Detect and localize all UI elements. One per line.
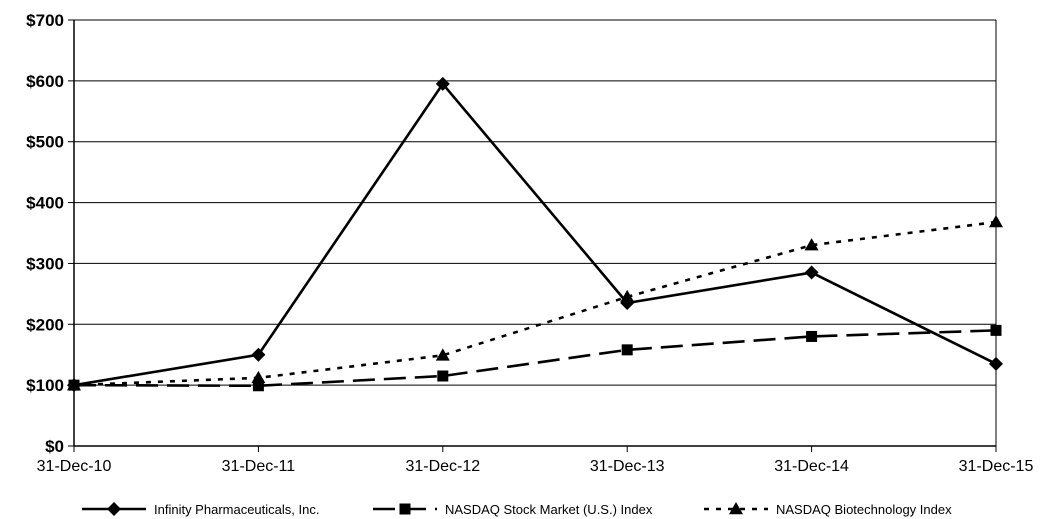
legend: Infinity Pharmaceuticals, Inc. NASDAQ Sto… — [82, 502, 952, 517]
y-tick-label: $500 — [26, 133, 64, 152]
y-tick-label: $400 — [26, 194, 64, 213]
y-tick-label: $100 — [26, 376, 64, 395]
data-point-diamond — [989, 356, 1003, 371]
data-point-square — [437, 370, 449, 382]
series-square-group — [68, 324, 1002, 392]
data-point-diamond — [620, 295, 635, 310]
x-tick-label: 31-Dec-15 — [959, 458, 1034, 475]
data-point-triangle — [804, 238, 819, 251]
data-point-square — [806, 330, 818, 342]
x-tick-label: 31-Dec-14 — [774, 458, 849, 475]
data-point-triangle — [435, 348, 450, 361]
legend-marker-square — [399, 503, 411, 515]
series-line — [73, 329, 997, 388]
y-tick-label: $700 — [26, 11, 64, 30]
data-point-diamond — [804, 265, 819, 280]
data-point-diamond — [251, 347, 266, 362]
chart-axes — [68, 19, 997, 452]
x-tick-label: 31-Dec-10 — [37, 458, 112, 475]
data-point-triangle — [251, 370, 266, 384]
legend-marker-triangle — [729, 502, 743, 515]
y-axis-tick-labels: $0 $100 $200 $300 $400 $500 $600 $700 — [26, 11, 64, 456]
chart-gridlines — [74, 19, 996, 447]
legend-label: NASDAQ Stock Market (U.S.) Index — [445, 502, 653, 517]
series-lines — [67, 76, 1003, 393]
legend-marker-diamond — [107, 502, 121, 516]
series-line — [73, 82, 997, 387]
y-tick-label: $600 — [26, 72, 64, 91]
x-tick-label: 31-Dec-13 — [590, 458, 665, 475]
data-point-diamond — [67, 378, 81, 393]
y-tick-label: $200 — [26, 315, 64, 334]
x-tick-label: 31-Dec-12 — [405, 458, 480, 475]
legend-item: NASDAQ Biotechnology Index — [704, 502, 952, 517]
y-tick-label: $300 — [26, 254, 64, 273]
y-tick-label: $0 — [45, 437, 64, 456]
data-point-square — [621, 344, 633, 356]
legend-label: NASDAQ Biotechnology Index — [776, 502, 952, 517]
legend-label: Infinity Pharmaceuticals, Inc. — [154, 502, 319, 517]
data-point-diamond — [435, 76, 450, 91]
legend-item: NASDAQ Stock Market (U.S.) Index — [373, 502, 653, 517]
x-tick-label: 31-Dec-11 — [222, 458, 296, 475]
series-line — [73, 220, 997, 387]
x-axis-tick-labels: 31-Dec-10 31-Dec-11 31-Dec-12 31-Dec-13 31-D… — [37, 458, 1034, 475]
data-point-square — [252, 380, 264, 392]
legend-item: Infinity Pharmaceuticals, Inc. — [82, 502, 319, 517]
series-diamond-group — [67, 76, 1003, 393]
data-point-square — [990, 324, 1002, 336]
data-point-triangle — [989, 215, 1003, 228]
